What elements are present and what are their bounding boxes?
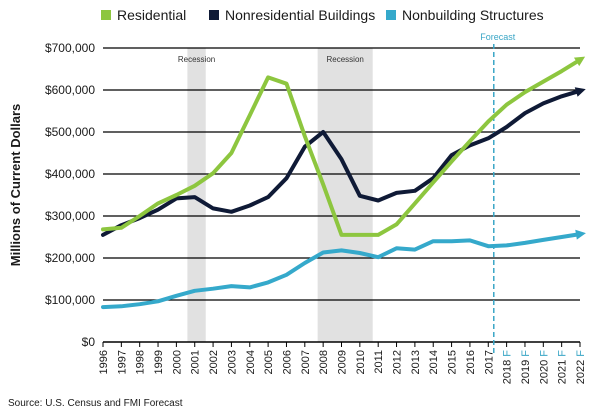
y-axis-ticks: $0 $100,000 $200,000 $300,000 $400,000 $500,0… — [45, 41, 95, 349]
x-tick-label: 2012 — [392, 350, 404, 374]
series-arrowhead — [574, 87, 586, 97]
x-tick-label: 2007 — [300, 350, 312, 374]
x-tick-label: 1998 — [135, 350, 147, 374]
legend-label: Nonresidential Buildings — [225, 7, 375, 23]
x-tick-label: 2015 — [447, 350, 459, 374]
x-tick-label: 2009 — [337, 350, 349, 374]
series-arrowhead — [575, 229, 586, 240]
legend-label: Residential — [117, 7, 186, 23]
x-tick-label: 2003 — [226, 350, 238, 374]
y-tick-label: $400,000 — [45, 167, 95, 181]
x-tick-label: 2017 — [483, 350, 495, 374]
recession-bands: Recession Recession — [178, 48, 373, 342]
legend-swatch — [209, 10, 219, 20]
y-axis-label: Millions of Current Dollars — [8, 104, 23, 267]
legend-label: Nonbuilding Structures — [402, 7, 544, 23]
source-note: Source: U.S. Census and FMI Forecast — [8, 398, 183, 409]
x-tick-label: 2022 F — [575, 350, 587, 385]
x-tick-label: 2019 F — [520, 350, 532, 385]
x-tick-label: 2013 — [410, 350, 422, 374]
y-tick-label: $700,000 — [45, 41, 95, 55]
x-axis-ticks: 1996 1997 1998 1999 2000 2001 2002 2003 2004 2005… — [98, 342, 587, 384]
legend-swatch — [101, 10, 111, 20]
recession-label: Recession — [178, 55, 215, 64]
series-lines — [101, 56, 586, 310]
x-tick-label: 1999 — [153, 350, 165, 374]
legend: Residential Nonresidential Buildings Nonbu… — [101, 7, 544, 23]
series-line-nonbuilding-structures — [101, 232, 582, 310]
x-tick-label: 2008 — [318, 350, 330, 374]
x-tick-label: 2018 F — [502, 350, 514, 385]
recession-label: Recession — [326, 55, 363, 64]
gridlines — [103, 47, 580, 343]
x-tick-label: 2002 — [208, 350, 220, 374]
x-tick-label: 2021 F — [557, 350, 569, 385]
x-tick-label: 2020 F — [538, 350, 550, 385]
x-tick-label: 1996 — [98, 350, 110, 374]
forecast-marker: Forecast — [480, 32, 516, 354]
x-tick-label: 2004 — [245, 350, 257, 374]
series-line-residential — [101, 57, 582, 237]
recession-band — [187, 48, 206, 342]
y-tick-label: $100,000 — [45, 293, 95, 307]
x-tick-label: 2016 — [465, 350, 477, 374]
series-arrowhead — [573, 56, 586, 67]
x-tick-label: 2006 — [281, 350, 293, 374]
forecast-label: Forecast — [480, 32, 516, 42]
x-tick-label: 2014 — [428, 350, 440, 374]
x-tick-label: 1997 — [116, 350, 128, 374]
x-tick-label: 2000 — [171, 350, 183, 374]
x-tick-label: 2010 — [355, 350, 367, 374]
x-tick-label: 2011 — [373, 350, 385, 374]
y-tick-label: $200,000 — [45, 251, 95, 265]
y-tick-label: $500,000 — [45, 125, 95, 139]
legend-swatch — [386, 10, 396, 20]
y-tick-label: $600,000 — [45, 83, 95, 97]
x-tick-label: 2001 — [190, 350, 202, 374]
y-tick-label: $0 — [82, 335, 96, 349]
series-line-nonresidential-buildings — [101, 88, 582, 237]
x-tick-label: 2005 — [263, 350, 275, 374]
y-tick-label: $300,000 — [45, 209, 95, 223]
